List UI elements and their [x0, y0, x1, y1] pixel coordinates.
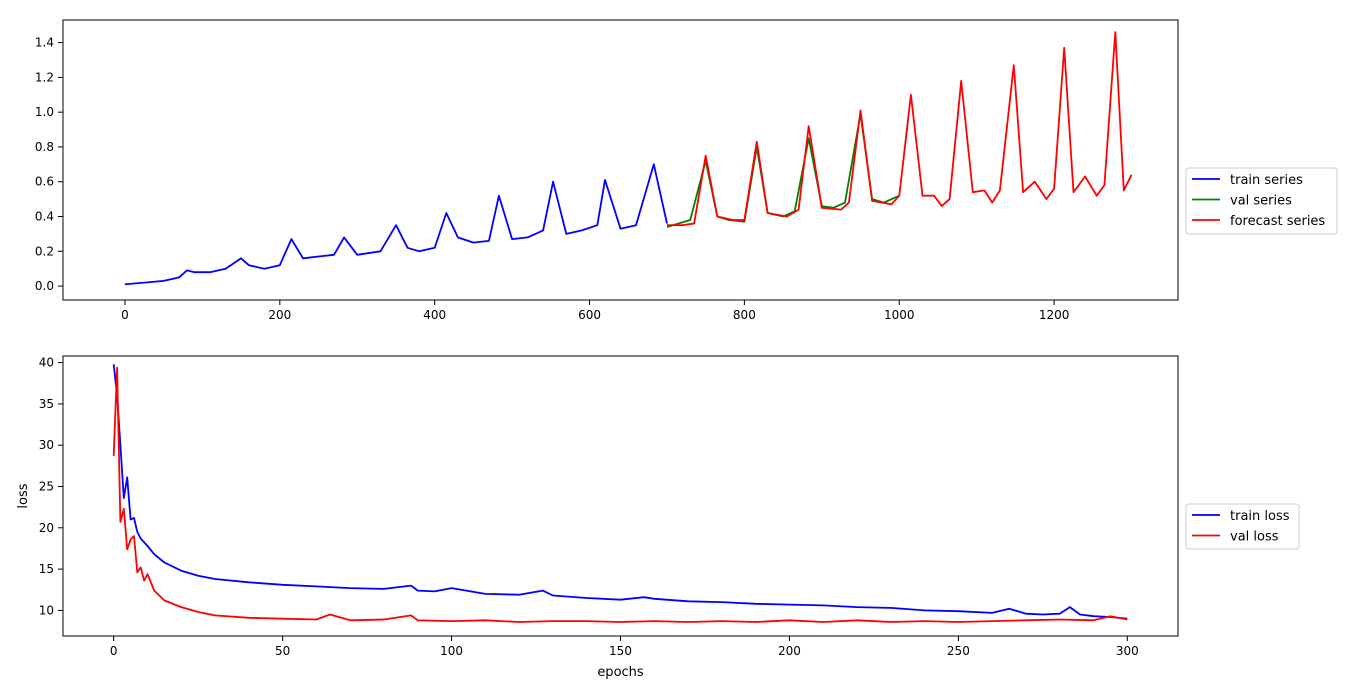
x-tick-label: 1000	[884, 308, 915, 322]
x-tick-label: 800	[733, 308, 756, 322]
series-line-val-loss	[112, 366, 1128, 623]
x-tick-label: 250	[947, 644, 970, 658]
x-axis-label: epochs	[597, 665, 644, 680]
legend: train series val series forecast series	[1185, 167, 1338, 235]
y-tick-label: 0.4	[35, 210, 54, 224]
y-tick-label: 20	[39, 521, 54, 535]
x-tick-label: 0	[121, 308, 129, 322]
y-tick-label: 1.4	[35, 36, 54, 50]
legend: train loss val loss	[1185, 503, 1300, 550]
legend-label-val-series: val series	[1230, 194, 1292, 209]
y-tick-label: 1.0	[35, 105, 54, 119]
y-tick-label: 0.0	[35, 279, 54, 293]
x-tick-label: 150	[609, 644, 632, 658]
x-tick-label: 300	[1116, 644, 1139, 658]
y-tick-label: 10	[39, 603, 54, 617]
y-tick-label: 40	[39, 356, 54, 370]
x-tick-label: 1200	[1039, 308, 1070, 322]
x-tick-label: 200	[268, 308, 291, 322]
y-tick-label: 1.2	[35, 70, 54, 84]
x-tick-label: 0	[110, 644, 118, 658]
legend-label-val-loss: val loss	[1230, 530, 1279, 545]
x-tick-label: 200	[778, 644, 801, 658]
chart-panel-1: 0 200 400 600 800 1000 1200 0.0 0.2 0.4 0.6 0.8 1.0 1…	[35, 19, 1338, 322]
legend-box	[1185, 167, 1338, 235]
y-tick-label: 0.6	[35, 175, 54, 189]
chart-panel-2: 0 50 100 150 200 250 300 10 15 20 25 30 35 40 epochs lo…	[16, 355, 1300, 680]
series-line-val-series	[666, 113, 900, 228]
series-line-train-series	[124, 163, 668, 286]
x-tick-label: 600	[578, 308, 601, 322]
x-tick-label: 100	[440, 644, 463, 658]
y-tick-label: 25	[39, 480, 54, 494]
y-tick-label: 30	[39, 438, 54, 452]
axes-frame	[62, 19, 1179, 301]
axes-frame	[62, 355, 1179, 637]
legend-label-train-loss: train loss	[1230, 509, 1290, 524]
series-line-forecast-series	[667, 31, 1133, 227]
y-axis-label: loss	[16, 483, 31, 508]
series-line-train-loss	[112, 364, 1128, 620]
y-tick-label: 0.2	[35, 244, 54, 258]
x-tick-label: 400	[423, 308, 446, 322]
y-tick-label: 15	[39, 562, 54, 576]
y-tick-label: 0.8	[35, 140, 54, 154]
y-tick-label: 35	[39, 397, 54, 411]
legend-label-forecast-series: forecast series	[1230, 214, 1325, 229]
legend-label-train-series: train series	[1230, 173, 1303, 188]
x-tick-label: 50	[275, 644, 290, 658]
